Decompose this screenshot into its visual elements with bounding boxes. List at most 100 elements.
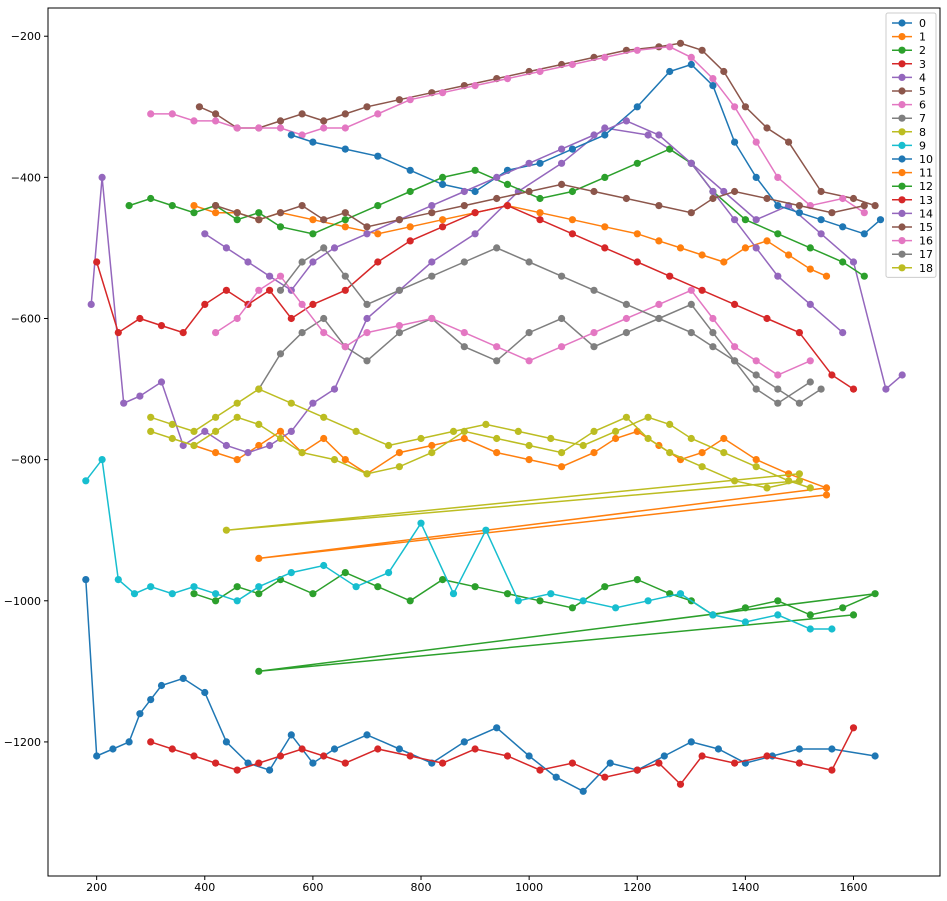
data-point (222, 526, 230, 534)
data-point (233, 399, 241, 407)
legend-marker (898, 141, 906, 149)
data-point (720, 187, 728, 196)
data-point (622, 413, 631, 421)
data-point (460, 329, 468, 337)
data-point (601, 773, 609, 781)
data-point (439, 223, 447, 231)
data-point (612, 434, 620, 443)
data-point (558, 180, 566, 188)
legend-marker (898, 223, 906, 231)
data-point (503, 75, 512, 83)
y-tick-label: −600 (11, 313, 41, 326)
data-point (558, 314, 566, 323)
legend-label: 10 (919, 153, 933, 166)
data-point (147, 738, 155, 746)
data-point (676, 780, 685, 788)
data-point (568, 145, 577, 153)
series-line-9 (85, 457, 832, 630)
data-point (195, 103, 203, 111)
data-point (298, 258, 306, 266)
legend-item-12: 12 (892, 180, 933, 193)
data-point (168, 110, 176, 118)
data-point (709, 343, 717, 351)
data-point (503, 202, 512, 210)
data-point (795, 759, 804, 767)
data-point (709, 611, 717, 619)
data-point (201, 230, 209, 238)
data-point (136, 314, 144, 323)
data-point (320, 124, 328, 132)
data-point (839, 329, 847, 337)
data-point (309, 258, 317, 266)
data-point (655, 300, 663, 308)
data-point (655, 759, 663, 767)
data-point (287, 731, 295, 739)
legend-label: 12 (919, 180, 933, 193)
data-point (395, 322, 403, 330)
data-point (536, 159, 544, 167)
data-point (320, 434, 328, 443)
x-tick-label: 800 (411, 881, 432, 894)
data-point (287, 427, 295, 435)
data-point (709, 187, 717, 196)
data-point (558, 343, 566, 351)
legend-marker (898, 19, 906, 27)
data-point (687, 300, 695, 308)
data-point (860, 272, 868, 280)
data-point (536, 194, 544, 203)
data-point (774, 272, 782, 280)
data-point (428, 449, 436, 457)
data-point (795, 745, 804, 753)
data-point (795, 329, 804, 337)
data-point (439, 180, 447, 188)
data-point (212, 209, 220, 217)
series-line-15 (215, 183, 865, 228)
data-point (666, 272, 674, 280)
data-point (774, 230, 782, 238)
data-point (471, 187, 479, 196)
data-point (147, 696, 155, 704)
series-17 (276, 244, 825, 407)
data-point (806, 300, 814, 308)
data-point (666, 67, 674, 76)
data-point (752, 216, 760, 224)
x-tick-label: 600 (302, 881, 323, 894)
data-point (276, 117, 285, 125)
data-point (601, 173, 609, 181)
legend-label: 15 (919, 221, 933, 234)
data-point (276, 272, 285, 280)
legend-label: 16 (919, 235, 933, 248)
data-point (352, 427, 360, 435)
data-point (309, 230, 317, 238)
data-point (395, 96, 403, 104)
data-point (130, 590, 139, 598)
data-point (395, 329, 403, 337)
data-point (406, 597, 414, 605)
data-point (341, 343, 349, 351)
legend-item-10: 10 (892, 153, 933, 166)
series-3 (147, 724, 858, 788)
data-point (622, 300, 631, 308)
y-tick-label: −1000 (4, 595, 41, 608)
data-point (493, 244, 501, 252)
data-point (147, 413, 155, 421)
series-16 (212, 272, 814, 379)
data-point (644, 413, 652, 421)
data-point (687, 159, 695, 167)
data-point (341, 272, 349, 280)
data-point (233, 456, 241, 464)
data-point (330, 385, 339, 393)
data-point (698, 286, 706, 294)
data-point (666, 145, 674, 153)
data-point (698, 752, 706, 760)
data-point (244, 258, 252, 266)
data-point (666, 43, 674, 51)
data-point (276, 124, 285, 132)
data-point (536, 67, 544, 76)
data-point (330, 745, 339, 753)
data-point (525, 329, 533, 337)
data-point (828, 371, 836, 379)
data-point (666, 420, 674, 428)
data-point (774, 399, 782, 407)
